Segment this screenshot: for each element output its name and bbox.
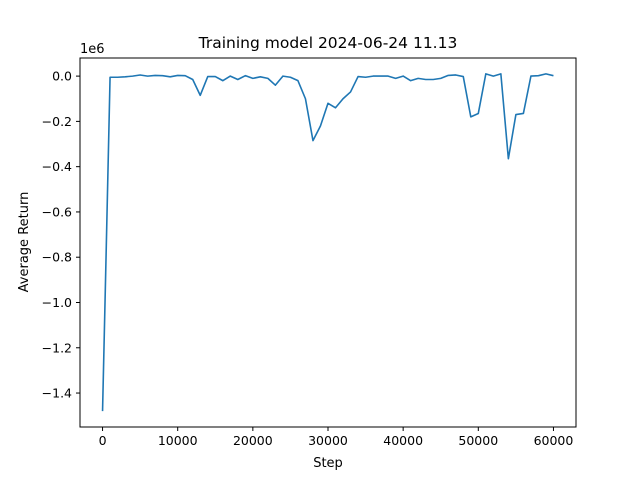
chart-title: Training model 2024-06-24 11.13 [198, 34, 458, 52]
y-tick-label: −1.0 [42, 295, 72, 310]
y-axis-label: Average Return [17, 192, 32, 293]
series-line [101, 73, 554, 412]
y-axis-offset-label: 1e6 [80, 42, 105, 57]
x-tick-label: 40000 [383, 433, 423, 448]
x-tick-label: 60000 [534, 433, 574, 448]
y-tick-label: −0.6 [42, 204, 72, 219]
x-tick-label: 0 [99, 433, 107, 448]
y-tick-label: −1.4 [42, 386, 72, 401]
plot-area-frame [79, 57, 577, 428]
y-tick-label: −0.4 [42, 159, 72, 174]
x-axis-label: Step [313, 456, 343, 471]
y-tick-label: −1.2 [42, 340, 72, 355]
x-tick-label: 30000 [308, 433, 348, 448]
x-tick-label: 10000 [158, 433, 198, 448]
y-tick-label: −0.2 [42, 114, 72, 129]
x-axis: 0 10000 20000 30000 40000 50000 60000 [99, 427, 574, 448]
y-axis: 0.0 −0.2 −0.4 −0.6 −0.8 −1.0 −1.2 −1.4 [42, 69, 80, 401]
x-tick-label: 50000 [458, 433, 498, 448]
x-tick-label: 20000 [233, 433, 273, 448]
y-tick-label: −0.8 [42, 250, 72, 265]
y-tick-label: 0.0 [52, 69, 72, 84]
